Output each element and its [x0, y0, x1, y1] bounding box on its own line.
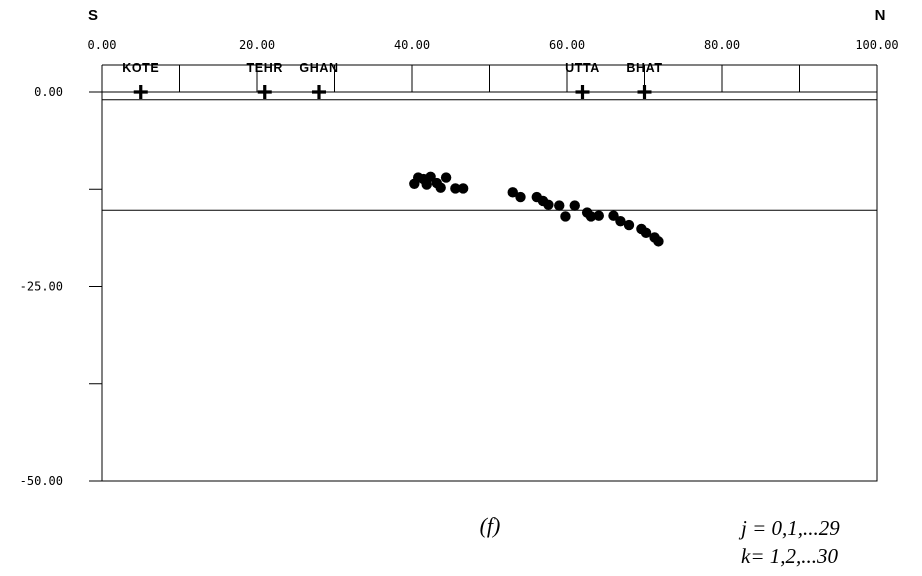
x-axis: 0.00 20.00 40.00 60.00 80.00 100.00	[88, 38, 899, 92]
station-label: GHAN	[299, 61, 338, 75]
plot-frame	[101, 91, 878, 482]
data-point	[440, 172, 452, 183]
x-tick-label: 60.00	[549, 38, 585, 52]
y-tick-label: -50.00	[20, 474, 63, 488]
data-point	[560, 211, 571, 222]
x-tick-label: 40.00	[394, 38, 430, 52]
reference-lines	[102, 91, 877, 211]
data-point	[593, 210, 604, 221]
data-point	[569, 200, 580, 211]
station-markers: KOTE TEHR GHAN UTTA BHAT	[122, 61, 662, 99]
y-axis: 0.00 -25.00 -50.00	[20, 85, 102, 488]
data-point	[515, 191, 526, 203]
note-j-range: j = 0,1,...29	[738, 516, 840, 540]
data-point	[585, 211, 597, 222]
data-point	[615, 215, 626, 227]
station-label: UTTA	[565, 61, 600, 75]
data-point	[450, 183, 461, 194]
note-k-range: k= 1,2,...30	[741, 544, 838, 568]
station-label: KOTE	[122, 61, 159, 75]
data-point	[608, 210, 619, 221]
station-marker	[257, 85, 272, 99]
data-point	[640, 227, 652, 239]
panel-label: (f)	[480, 513, 501, 538]
station-marker	[312, 85, 326, 99]
data-point	[421, 179, 432, 190]
direction-right-label: N	[875, 7, 886, 24]
station-marker	[575, 85, 590, 99]
data-point	[623, 219, 635, 231]
hypocenter-points	[409, 171, 664, 247]
y-tick-label: -25.00	[20, 280, 63, 294]
data-point	[457, 183, 469, 194]
x-tick-label: 0.00	[88, 38, 117, 52]
data-point	[653, 236, 664, 247]
data-point	[543, 199, 554, 211]
station-label: TEHR	[247, 61, 283, 75]
station-marker	[637, 85, 652, 99]
x-tick-label: 20.00	[239, 38, 275, 52]
data-point	[435, 182, 446, 193]
station-label: BHAT	[626, 61, 662, 75]
x-tick-label: 80.00	[704, 38, 740, 52]
data-point	[554, 200, 565, 211]
station-marker	[133, 85, 148, 99]
direction-left-label: S	[88, 7, 98, 24]
y-tick-label: 0.00	[34, 85, 63, 99]
x-tick-label: 100.00	[855, 38, 898, 52]
data-point	[507, 187, 518, 198]
